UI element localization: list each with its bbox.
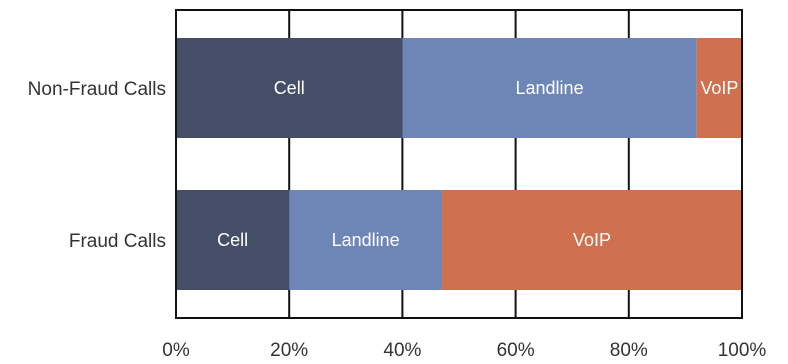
bar-fraud-calls-voip <box>442 190 742 290</box>
bar-non-fraud-calls-cell <box>176 38 403 138</box>
x-tick-100-pct: 100% <box>718 340 767 361</box>
segment-label-non-fraud-calls-cell: Cell <box>274 78 305 98</box>
segment-labels: Cell Landline VoIP Cell Landline VoIP <box>217 78 738 250</box>
x-tick-80-pct: 80% <box>610 340 648 361</box>
bar-segments <box>176 38 742 290</box>
category-label-non-fraud-calls: Non-Fraud Calls <box>28 79 166 100</box>
segment-label-fraud-calls-cell: Cell <box>217 230 248 250</box>
x-tick-labels: 0% 20% 40% 60% 80% 100% <box>162 340 766 361</box>
x-tick-40-pct: 40% <box>383 340 421 361</box>
x-tick-20-pct: 20% <box>270 340 308 361</box>
category-label-fraud-calls: Fraud Calls <box>69 231 166 252</box>
category-labels: Non-Fraud Calls Fraud Calls <box>28 79 166 252</box>
bar-non-fraud-calls-voip <box>696 38 742 138</box>
segment-label-fraud-calls-landline: Landline <box>332 230 400 250</box>
x-tick-0-pct: 0% <box>162 340 190 361</box>
bar-fraud-calls-cell <box>176 190 290 290</box>
segment-label-non-fraud-calls-landline: Landline <box>516 78 584 98</box>
bar-non-fraud-calls-landline <box>402 38 697 138</box>
segment-label-fraud-calls-voip: VoIP <box>573 230 611 250</box>
x-tick-60-pct: 60% <box>497 340 535 361</box>
bar-fraud-calls-landline <box>289 190 443 290</box>
plot-border <box>175 9 743 319</box>
plot-frame <box>175 9 743 319</box>
segment-label-non-fraud-calls-voip: VoIP <box>700 78 738 98</box>
